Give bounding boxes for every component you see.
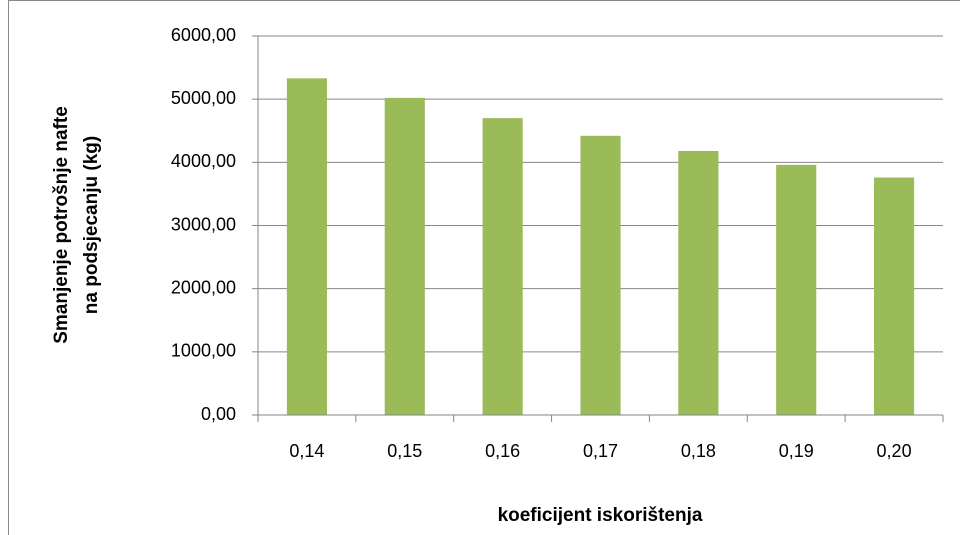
x-tick-label: 0,19 <box>779 441 814 461</box>
x-axis-title: koeficijent iskorištenja <box>498 505 703 526</box>
y-axis-title: Smanjenje potrošnje nafte <box>51 106 72 344</box>
bar <box>776 164 817 415</box>
bar <box>580 135 621 415</box>
x-tick-label: 0,16 <box>485 441 520 461</box>
y-tick-label: 2000,00 <box>171 277 236 297</box>
x-tick-label: 0,18 <box>681 441 716 461</box>
bar <box>384 97 425 416</box>
y-tick-label: 6000,00 <box>171 25 236 45</box>
x-tick-label: 0,17 <box>583 441 618 461</box>
y-tick-label: 1000,00 <box>171 341 236 361</box>
bar <box>874 177 915 415</box>
y-tick-label: 5000,00 <box>171 88 236 108</box>
bar <box>678 150 719 416</box>
y-tick-label: 4000,00 <box>171 151 236 171</box>
bar <box>482 118 523 415</box>
y-tick-label: 3000,00 <box>171 214 236 234</box>
x-tick-label: 0,14 <box>289 441 324 461</box>
bar <box>286 78 327 416</box>
x-tick-label: 0,20 <box>877 441 912 461</box>
y-axis-title: na podsjecanju (kg) <box>81 136 102 314</box>
y-tick-label: 0,00 <box>201 404 236 424</box>
x-tick-label: 0,15 <box>387 441 422 461</box>
